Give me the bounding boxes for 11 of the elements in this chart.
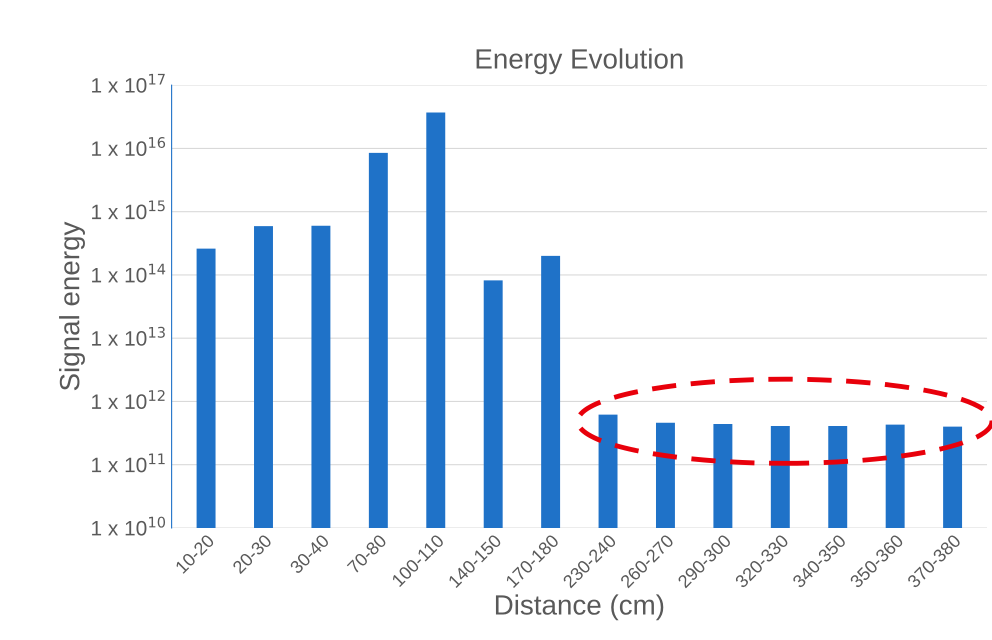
- y-axis-title: Signal energy: [59, 222, 85, 390]
- y-tick-label: 1 x 10$^{10}$: [92, 516, 166, 536]
- y-tick-label: 1 x 10$^{16}$: [92, 136, 166, 156]
- y-tick-label: 1 x 10$^{11}$: [92, 454, 165, 472]
- y-tick-label: 1 x 10$^{13}$: [92, 326, 165, 346]
- y-tick-label: 1 x 10$^{17}$: [92, 74, 165, 93]
- y-tick-label: 1 x 10$^{15}$: [92, 200, 165, 220]
- x-axis-title: Distance (cm): [496, 594, 664, 620]
- y-tick-label: 1 x 10$^{14}$: [92, 264, 166, 283]
- chart-title: Energy Evolution: [476, 48, 683, 74]
- y-tick-label: 1 x 10$^{12}$: [92, 390, 165, 410]
